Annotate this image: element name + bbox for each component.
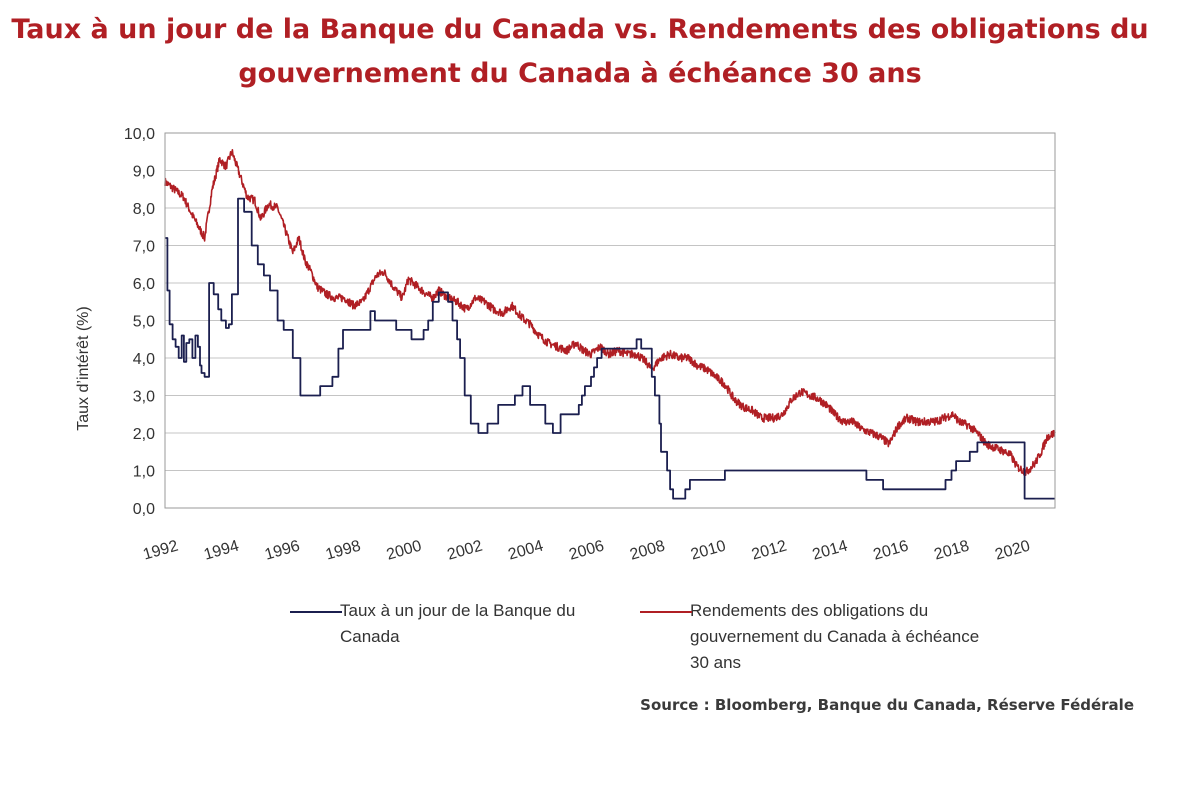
legend-label-overnight-rate: Taux à un jour de la Banque du Canada [340, 601, 576, 646]
x-tick-label: 2016 [871, 537, 910, 563]
x-tick-label: 2008 [628, 537, 667, 563]
y-tick-label: 2,0 [133, 426, 155, 443]
y-tick-label: 3,0 [133, 389, 155, 406]
y-tick-label: 6,0 [133, 276, 155, 293]
legend-swatch-overnight-rate [290, 611, 342, 613]
legend-item-bond-yield: Rendements des obligations du gouverneme… [640, 598, 980, 676]
y-tick-label: 0,0 [133, 501, 155, 518]
chart-title-line-1: Taux à un jour de la Banque du Canada vs… [11, 14, 1149, 45]
y-tick-label: 8,0 [133, 201, 155, 218]
series-lines [164, 149, 1056, 500]
x-tick-label: 1998 [324, 537, 363, 563]
x-tick-label: 2010 [689, 537, 728, 563]
x-tick-label: 1996 [263, 537, 302, 563]
chart-title: Taux à un jour de la Banque du Canada vs… [0, 8, 1160, 96]
gridlines [165, 132, 1055, 509]
x-tick-label: 2002 [445, 537, 484, 563]
y-tick-label: 5,0 [133, 314, 155, 331]
y-axis-tick-labels: 0,0 1,0 2,0 3,0 4,0 5,0 6,0 7,0 8,0 9,0 10,0 [124, 126, 155, 518]
x-tick-label: 1994 [202, 537, 241, 563]
y-tick-label: 10,0 [124, 126, 155, 143]
legend-swatch-bond-yield [640, 611, 692, 613]
x-tick-label: 2006 [567, 537, 606, 563]
y-tick-label: 4,0 [133, 351, 155, 368]
x-axis-tick-labels: 1992 1994 1996 1998 2000 2002 2004 2006 2008 2010… [141, 537, 1032, 563]
y-tick-label: 1,0 [133, 464, 155, 481]
x-tick-label: 2014 [811, 537, 850, 563]
source-note: Source : Bloomberg, Banque du Canada, Ré… [640, 696, 1134, 714]
x-tick-label: 2018 [932, 537, 971, 563]
x-tick-label: 2020 [993, 537, 1032, 563]
chart-title-line-2: gouvernement du Canada à échéance 30 ans [238, 58, 922, 89]
x-tick-label: 1992 [141, 537, 180, 563]
legend-label-bond-yield: Rendements des obligations du gouverneme… [690, 601, 980, 672]
x-tick-label: 2000 [385, 537, 424, 563]
series-line-30y-bond-yield [164, 149, 1056, 477]
y-axis-label: Taux d’intérêt (%) [75, 306, 92, 431]
x-tick-label: 2004 [506, 537, 545, 563]
y-tick-label: 7,0 [133, 239, 155, 256]
plot-area-frame [164, 132, 1056, 509]
legend-item-overnight-rate: Taux à un jour de la Banque du Canada [290, 598, 630, 650]
series-line-overnight-rate [165, 197, 1055, 500]
y-tick-label: 9,0 [133, 164, 155, 181]
x-tick-label: 2012 [750, 537, 789, 563]
